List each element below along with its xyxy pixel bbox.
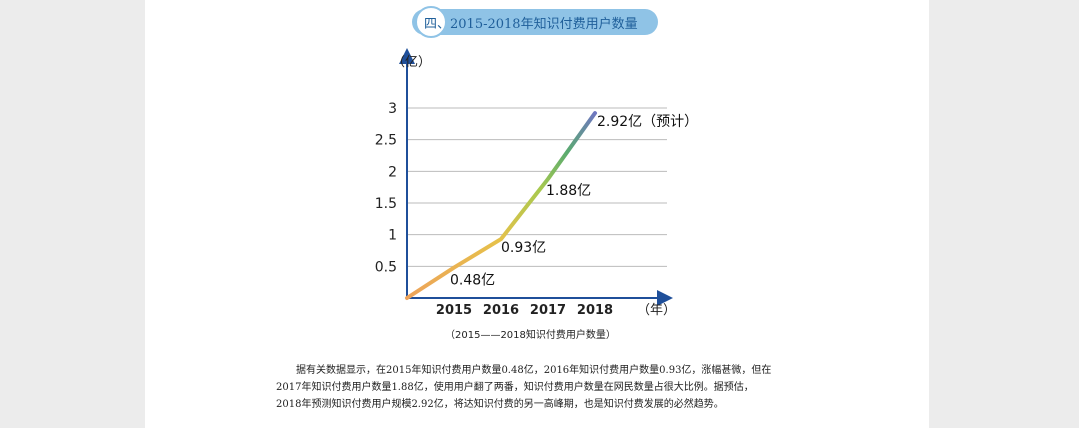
- line-chart: 0.5 1 1.5 2 2.5 3 2015 2016 2017 2018 （亿） （年） 0.…: [375, 48, 698, 318]
- y-tick-label: 2: [388, 164, 397, 180]
- section-prefix: 四、: [424, 17, 451, 32]
- series-line: [405, 111, 597, 300]
- y-tick-label: 3: [388, 101, 397, 117]
- data-label: 2.92亿（预计）: [597, 114, 698, 130]
- grid-lines: [407, 107, 667, 267]
- series-line-path: [405, 111, 597, 300]
- x-tick-label: 2016: [483, 303, 519, 318]
- x-axis-ticks: 2015 2016 2017 2018: [436, 303, 613, 318]
- body-paragraph: 据有关数据显示，在2015年知识付费用户数量0.48亿，2016年知识付费用户数…: [276, 365, 772, 410]
- section-title: 四、2015-2018年知识付费用户数量: [424, 13, 638, 32]
- section-title-banner: 四、2015-2018年知识付费用户数量: [412, 6, 658, 38]
- data-label: 0.48亿: [450, 273, 495, 289]
- x-tick-label: 2015: [436, 303, 472, 318]
- section-title-text: 2015-2018年知识付费用户数量: [450, 17, 638, 32]
- y-tick-label: 1: [388, 228, 397, 244]
- x-axis-label: （年）: [637, 303, 676, 318]
- y-tick-label: 2.5: [375, 133, 397, 149]
- y-axis-ticks: 0.5 1 1.5 2 2.5 3: [375, 101, 397, 275]
- data-label: 0.93亿: [501, 240, 546, 256]
- data-label: 1.88亿: [546, 183, 591, 199]
- data-labels: 0.48亿 0.93亿 1.88亿 2.92亿（预计）: [450, 114, 698, 289]
- y-tick-label: 0.5: [375, 259, 397, 275]
- y-axis-label: （亿）: [392, 55, 431, 70]
- x-tick-label: 2017: [530, 303, 566, 318]
- section-number-circle: [415, 6, 447, 38]
- x-tick-label: 2018: [577, 303, 613, 318]
- y-tick-label: 1.5: [375, 196, 397, 212]
- document-page: 四、2015-2018年知识付费用户数量 0.5 1 1.5 2 2.5 3 2015 20…: [145, 0, 929, 428]
- chart-caption: （2015——2018知识付费用户数量）: [445, 330, 616, 341]
